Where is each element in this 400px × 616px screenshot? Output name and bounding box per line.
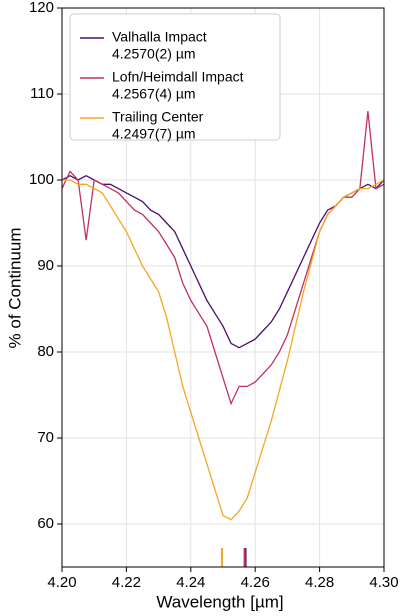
x-tick-label: 4.28 [305, 574, 334, 591]
legend-center-label: 4.2570(2) µm [112, 46, 196, 62]
y-tick-label: 60 [37, 515, 54, 532]
series-line [62, 179, 385, 521]
x-tick-label: 4.24 [176, 574, 205, 591]
x-tick-label: 4.22 [112, 574, 141, 591]
y-tick-label: 90 [37, 257, 54, 274]
x-axis-label: Wavelength [µm] [156, 592, 283, 611]
legend-center-label: 4.2567(4) µm [112, 86, 196, 102]
y-tick-label: 120 [29, 0, 54, 16]
plot-frame [61, 7, 385, 568]
series-line [61, 111, 385, 406]
legend-label: Lofn/Heimdall Impact [112, 69, 244, 85]
y-tick-label: 80 [37, 343, 54, 360]
y-tick-label: 100 [29, 171, 54, 188]
legend-label: Trailing Center [112, 109, 204, 125]
x-tick-label: 4.26 [241, 574, 270, 591]
legend-label: Valhalla Impact [112, 29, 207, 45]
series-line [61, 174, 385, 349]
y-tick-label: 70 [37, 429, 54, 446]
y-tick-label: 110 [30, 85, 54, 102]
legend-center-label: 4.2497(7) µm [112, 126, 196, 142]
x-tick-label: 4.30 [369, 574, 398, 591]
x-tick-label: 4.20 [47, 574, 76, 591]
legend-box [69, 13, 281, 141]
y-axis-label: % of Continuum [5, 228, 24, 349]
